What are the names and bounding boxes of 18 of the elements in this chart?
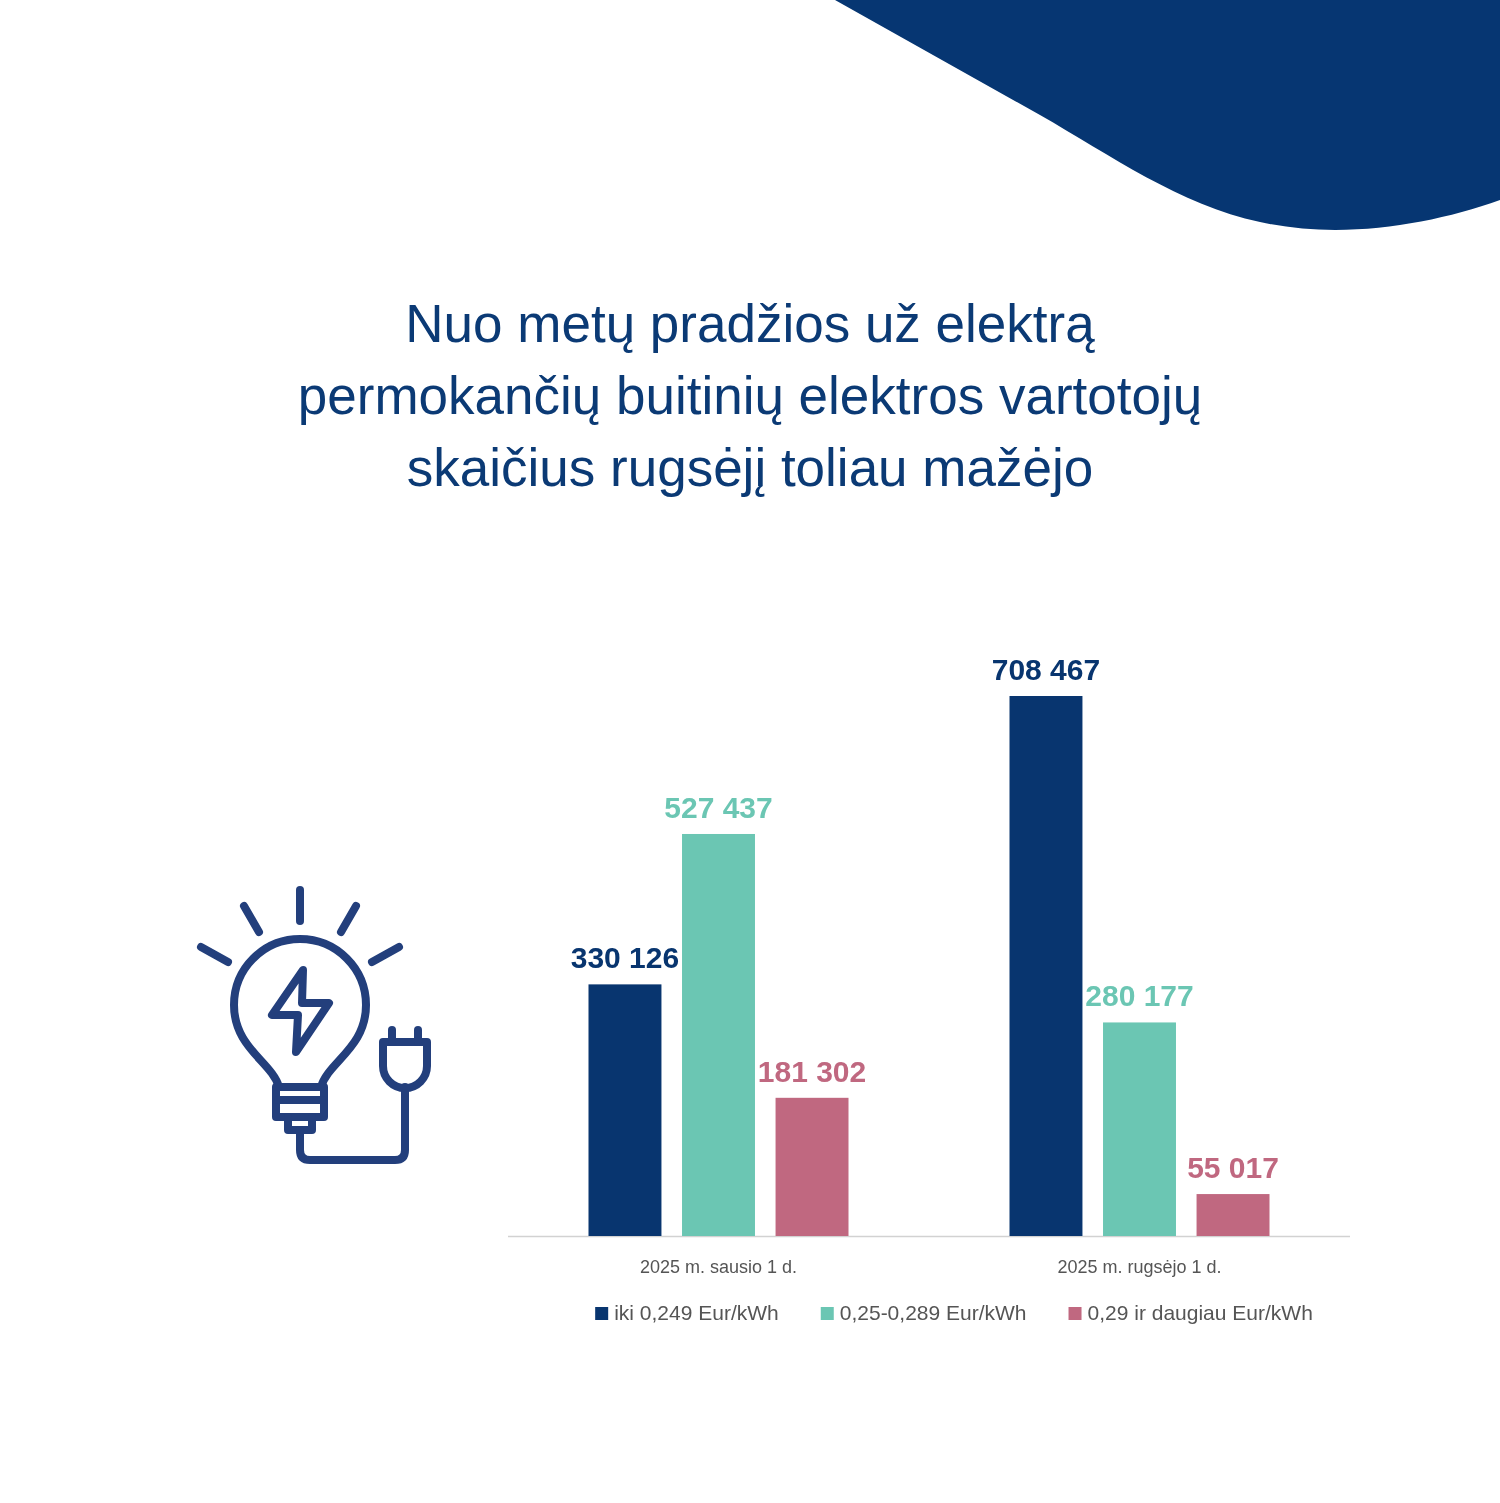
bar xyxy=(775,1097,849,1236)
bar xyxy=(1196,1194,1270,1236)
data-label: 280 177 xyxy=(1085,979,1194,1013)
data-label: 527 437 xyxy=(664,790,773,824)
legend-label: 0,25-0,289 Eur/kWh xyxy=(839,1301,1027,1324)
x-tick-label: 2025 m. sausio 1 d. xyxy=(639,1257,798,1277)
data-label: 181 302 xyxy=(757,1054,867,1088)
legend-label: iki 0,249 Eur/kWh xyxy=(614,1301,779,1324)
bar xyxy=(682,833,755,1236)
data-label: 708 467 xyxy=(991,653,1101,686)
bar xyxy=(588,984,662,1236)
x-tick-label: 2025 m. rugsėjo 1 d. xyxy=(1057,1257,1222,1277)
chart-title: Nuo metų pradžios už elektrą permokančių buitinių elektros vartotojų skaičius rugsėjį toliau mažėjo xyxy=(297,294,1203,497)
data-label: 330 126 xyxy=(570,941,680,975)
legend-label: 0,29 ir daugiau Eur/kWh xyxy=(1087,1301,1313,1324)
data-label: 55 017 xyxy=(1187,1151,1279,1185)
bar xyxy=(1009,696,1083,1236)
bar xyxy=(1103,1022,1176,1236)
